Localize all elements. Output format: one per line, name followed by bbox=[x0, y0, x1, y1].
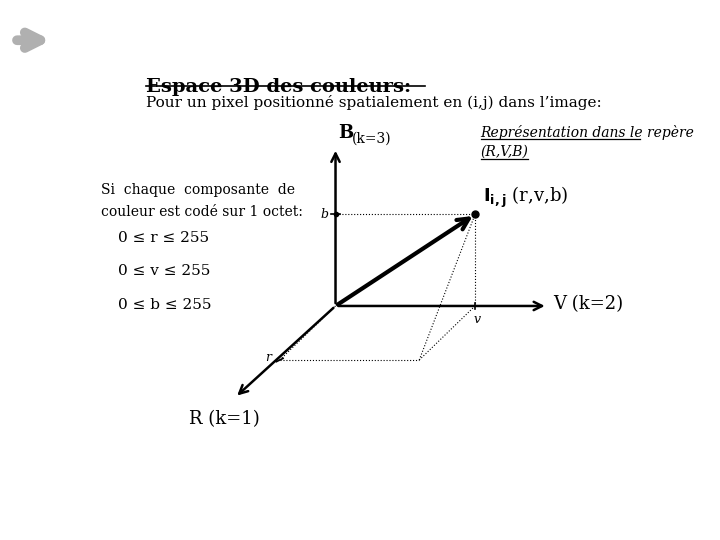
Text: B: B bbox=[338, 124, 354, 141]
Text: b: b bbox=[321, 208, 329, 221]
Text: r: r bbox=[266, 352, 271, 365]
Text: Si  chaque  composante  de
couleur est codé sur 1 octet:: Si chaque composante de couleur est codé… bbox=[101, 183, 303, 219]
Text: v: v bbox=[473, 313, 480, 327]
Text: Pour un pixel positionné spatialement en (i,j) dans l’image:: Pour un pixel positionné spatialement en… bbox=[145, 94, 601, 110]
Text: (k=3): (k=3) bbox=[352, 132, 392, 146]
Text: 0 ≤ b ≤ 255: 0 ≤ b ≤ 255 bbox=[118, 298, 212, 312]
Text: $\mathbf{I_{i,j}}$ (r,v,b): $\mathbf{I_{i,j}}$ (r,v,b) bbox=[483, 185, 569, 210]
Text: R (k=1): R (k=1) bbox=[189, 410, 259, 428]
Text: (R,V,B): (R,V,B) bbox=[481, 145, 528, 159]
Text: Espace 3D des couleurs:: Espace 3D des couleurs: bbox=[145, 78, 411, 96]
Text: 0 ≤ v ≤ 255: 0 ≤ v ≤ 255 bbox=[118, 265, 210, 279]
Text: 0 ≤ r ≤ 255: 0 ≤ r ≤ 255 bbox=[118, 231, 209, 245]
Text: Représentation dans le repère: Représentation dans le repère bbox=[481, 125, 695, 140]
Text: V (k=2): V (k=2) bbox=[553, 295, 624, 313]
